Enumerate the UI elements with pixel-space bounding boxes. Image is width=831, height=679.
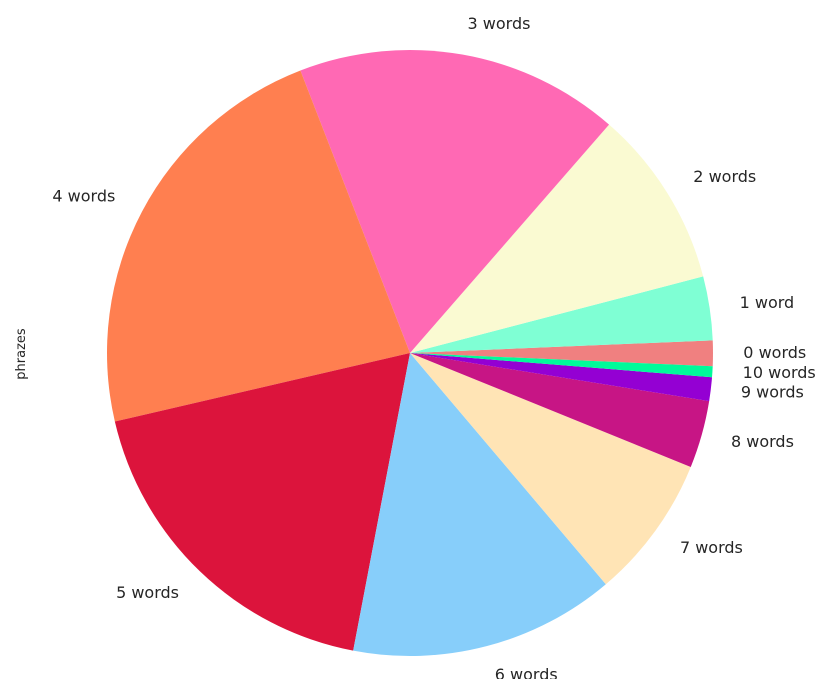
slice-label: 1 word	[740, 293, 795, 312]
slice-label: 8 words	[731, 432, 794, 451]
slice-label: 4 words	[52, 187, 115, 206]
y-axis-label: phrazes	[14, 328, 29, 380]
slice-label: 10 words	[743, 363, 816, 382]
pie-slice	[114, 353, 410, 651]
slice-labels: 0 words 1 word 2 words 3 words 4 words 5 word…	[52, 14, 815, 679]
pie-slice	[410, 340, 713, 367]
slice-label: 5 words	[116, 583, 179, 602]
slice-label: 3 words	[468, 14, 531, 33]
slice-label: 6 words	[495, 665, 558, 679]
slice-label: 2 words	[693, 167, 756, 186]
pie-slice	[410, 353, 713, 402]
pie-slice	[300, 49, 610, 353]
slice-label: 9 words	[741, 382, 804, 401]
pie-slice	[410, 124, 704, 353]
pie-slices	[107, 49, 713, 656]
slice-label: 7 words	[680, 538, 743, 557]
pie-slice	[410, 353, 691, 585]
pie-slice	[410, 276, 713, 353]
pie-slice	[107, 70, 411, 422]
slice-label: 0 words	[743, 343, 806, 362]
pie-slice	[410, 353, 713, 378]
pie-slice	[353, 353, 606, 656]
pie-slice	[410, 353, 710, 467]
